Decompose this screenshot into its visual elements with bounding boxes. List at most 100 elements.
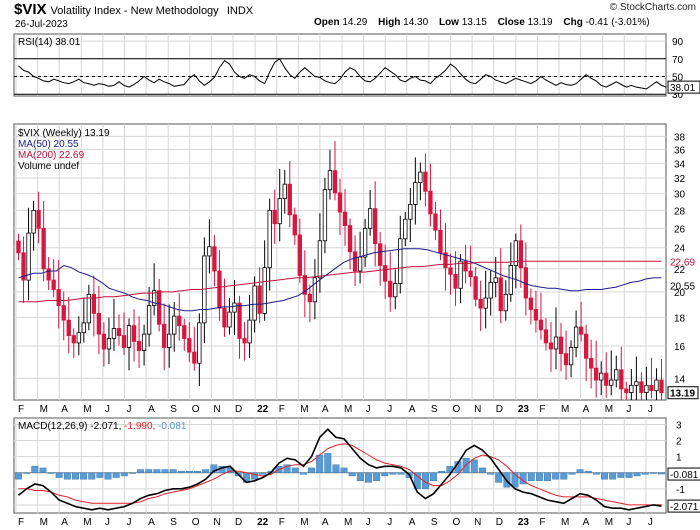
- macd-histogram-bar: [365, 472, 372, 483]
- price-candle: [428, 190, 433, 215]
- price-candle: [207, 246, 212, 257]
- macd-histogram-bar: [55, 472, 63, 478]
- price-candle: [639, 381, 644, 393]
- price-legend-item: Volume undef: [18, 161, 79, 172]
- rsi-last-value: 38.01: [670, 83, 695, 94]
- price-candle: [383, 265, 388, 282]
- price-candle: [357, 256, 363, 272]
- price-candle: [322, 189, 328, 242]
- macd-histogram-bar: [185, 470, 193, 473]
- price-candle: [242, 338, 247, 344]
- macd-histogram-bar: [348, 472, 356, 477]
- ma50-last-value: 20.55: [670, 281, 695, 292]
- price-legend-item: MA(200) 22.69: [18, 150, 85, 161]
- open-value: 14.29: [342, 17, 368, 28]
- macd-x-tick-label: A: [322, 517, 329, 528]
- macd-histogram-bar: [413, 472, 421, 490]
- price-x-tick-label: S: [431, 404, 438, 415]
- macd-histogram-bar: [259, 472, 267, 475]
- price-y-tick-label: 18: [674, 313, 686, 324]
- price-x-tick-label: A: [148, 404, 155, 415]
- price-candle: [629, 384, 634, 393]
- macd-histogram-bar: [153, 469, 161, 473]
- price-candle: [408, 204, 413, 220]
- price-candle: [373, 208, 378, 245]
- price-x-tick-label: J: [366, 404, 371, 415]
- macd-histogram-bar: [617, 472, 625, 478]
- macd-legend-item: MACD(12,26,9) -2.071,: [18, 421, 121, 432]
- macd-histogram-bar: [438, 470, 446, 473]
- price-candle: [528, 297, 534, 310]
- price-y-tick-label: 32: [674, 174, 686, 185]
- price-candle: [518, 240, 523, 269]
- price-candle: [26, 232, 31, 281]
- price-candle: [177, 315, 182, 327]
- price-candle: [478, 298, 483, 309]
- symbol-name: Volatility Index - New Methodology: [50, 5, 219, 17]
- price-candle: [91, 293, 97, 314]
- price-x-tick-label: A: [61, 404, 68, 415]
- macd-histogram-bar: [15, 472, 22, 480]
- macd-histogram-bar: [31, 466, 39, 473]
- macd-x-tick-label: A: [409, 517, 416, 528]
- macd-histogram-bar: [430, 472, 438, 481]
- macd-histogram-bar: [169, 469, 177, 473]
- price-x-tick-label: F: [18, 404, 24, 415]
- macd-histogram-bar: [568, 472, 576, 475]
- macd-hist-last-box: [667, 467, 700, 481]
- exchange: INDX: [226, 5, 254, 17]
- price-candle: [66, 319, 71, 336]
- price-candle: [312, 277, 318, 303]
- macd-x-tick-label: F: [18, 517, 24, 528]
- macd-histogram-bar: [177, 470, 185, 473]
- macd-histogram-bar: [560, 472, 568, 480]
- low-value: 13.15: [461, 17, 487, 28]
- price-y-tick-label: 28: [674, 206, 686, 217]
- macd-hist-last-value: -0.081: [670, 470, 699, 481]
- macd-histogram-bar: [495, 472, 503, 483]
- price-candle: [116, 328, 122, 336]
- price-candle: [267, 209, 272, 269]
- price-y-tick-label: 14: [674, 374, 686, 385]
- price-x-tick-label: S: [170, 404, 177, 415]
- price-candle: [332, 170, 338, 194]
- chart-header: $VIX Volatility Index - New Methodology I…: [0, 0, 700, 34]
- macd-histogram-bar: [641, 472, 649, 475]
- rsi-y-tick-label: 90: [672, 37, 684, 48]
- price-x-tick-label: D: [496, 404, 503, 415]
- macd-histogram-bar: [592, 472, 600, 475]
- price-y-tick-label: 24: [674, 244, 686, 255]
- price-y-tick-label: 16: [674, 342, 686, 353]
- macd-histogram-bar: [356, 472, 364, 481]
- macd-histogram-bar: [291, 467, 299, 473]
- price-y-tick-label: 34: [674, 159, 686, 170]
- macd-histogram-bar: [478, 467, 486, 473]
- price-candle: [162, 323, 167, 348]
- price-candle: [503, 293, 508, 312]
- price-candle: [146, 305, 152, 335]
- price-candle: [438, 229, 443, 254]
- price-candle: [493, 277, 498, 283]
- rsi-y-tick-label: 30: [672, 90, 684, 101]
- price-candle: [473, 276, 478, 300]
- macd-histogram-bar: [63, 472, 71, 480]
- macd-histogram-bar: [584, 470, 592, 473]
- macd-histogram-bar: [210, 464, 218, 473]
- macd-signal-line: [18, 443, 662, 506]
- price-candle: [553, 336, 559, 350]
- price-candle: [302, 275, 307, 295]
- price-y-tick-label: 36: [674, 146, 686, 157]
- price-x-tick-label: N: [474, 404, 481, 415]
- macd-histogram-bar: [421, 472, 429, 490]
- macd-histogram-bar: [104, 472, 112, 480]
- macd-histogram-bar: [527, 472, 535, 481]
- price-x-tick-label: J: [648, 404, 653, 415]
- rsi-y-tick-label: 70: [672, 55, 684, 66]
- macd-x-tick-label: S: [431, 517, 438, 528]
- price-candle: [403, 218, 408, 240]
- price-candle: [51, 279, 56, 290]
- price-candle: [367, 208, 373, 229]
- macd-histogram-bar: [145, 469, 153, 473]
- macd-histogram-bar: [96, 472, 104, 478]
- macd-x-tick-label: N: [474, 517, 481, 528]
